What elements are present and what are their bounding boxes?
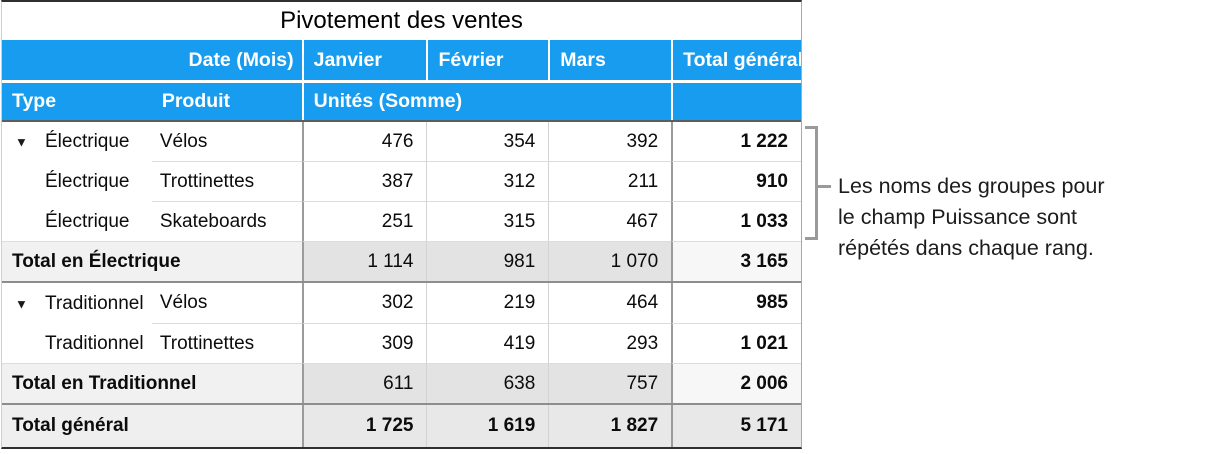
- table-row-total-general: Total général 1 725 1 619 1 827 5 171: [2, 405, 801, 447]
- cell-janvier: 476: [301, 122, 427, 162]
- header-cell-fevrier: Février: [426, 40, 548, 80]
- table-row-traditionnel-trottinettes: Traditionnel Trottinettes 309 419 293 1 …: [2, 324, 801, 364]
- header-cell-type: Type: [12, 90, 57, 112]
- header-row-fields: Type Produit Unités (Somme): [2, 83, 801, 122]
- annotation-line: Les noms des groupes pour: [838, 174, 1105, 198]
- cell-produit: Vélos: [151, 283, 302, 324]
- cell-total: 1 033: [671, 202, 801, 242]
- header-cell-date-mois: Date (Mois): [188, 48, 294, 71]
- cell-total: 1 021: [671, 324, 801, 364]
- pivot-table: Pivotement des ventes Date (Mois) Janvie…: [1, 0, 802, 449]
- header-row-months: Date (Mois) Janvier Février Mars Total g…: [2, 40, 801, 80]
- cell-janvier: 309: [301, 324, 427, 364]
- cell-fevrier: 312: [426, 162, 549, 202]
- header-cell-mars: Mars: [548, 40, 671, 80]
- cell-mars: 464: [548, 283, 672, 324]
- cell-total: 2 006: [671, 364, 801, 403]
- header-divider: [2, 80, 801, 83]
- cell-type: ▼ Traditionnel: [2, 283, 152, 324]
- cell-mars: 1 070: [548, 242, 672, 281]
- cell-type: Électrique: [45, 171, 130, 192]
- cell-total: 910: [671, 162, 801, 202]
- cell-janvier: 251: [301, 202, 427, 242]
- annotation-line: répétés dans chaque rang.: [838, 236, 1094, 260]
- disclosure-triangle-icon[interactable]: ▼: [15, 296, 28, 311]
- cell-fevrier: 1 619: [426, 405, 549, 447]
- cell-janvier: 302: [301, 283, 427, 324]
- cell-mars: 757: [548, 364, 672, 403]
- cell-total-label: Total en Traditionnel: [2, 364, 302, 403]
- cell-total: 985: [671, 283, 801, 324]
- table-row-total-traditionnel: Total en Traditionnel 611 638 757 2 006: [2, 364, 801, 405]
- cell-total: 1 222: [671, 122, 801, 162]
- cell-produit: Skateboards: [151, 202, 302, 242]
- table-row-electrique-skateboards: Électrique Skateboards 251 315 467 1 033: [2, 202, 801, 242]
- table-row-total-electrique: Total en Électrique 1 114 981 1 070 3 16…: [2, 242, 801, 283]
- cell-total-label: Total général: [2, 405, 302, 447]
- table-row-electrique-velos: ▼ Électrique Vélos 476 354 392 1 222: [2, 122, 801, 162]
- bracket-top-cap: [805, 126, 818, 129]
- header-cell-produit: Produit: [161, 90, 231, 112]
- bracket-vertical-line: [815, 126, 818, 240]
- disclosure-triangle-icon[interactable]: ▼: [15, 134, 28, 150]
- cell-type: Traditionnel: [2, 324, 152, 364]
- bracket-bottom-cap: [805, 237, 818, 240]
- header-cell-janvier: Janvier: [301, 40, 427, 80]
- cell-fevrier: 638: [426, 364, 549, 403]
- cell-produit: Trottinettes: [151, 162, 302, 202]
- cell-fevrier: 419: [426, 324, 549, 364]
- annotation-line: le champ Puissance sont: [838, 205, 1078, 229]
- cell-mars: 211: [548, 162, 672, 202]
- cell-total-label: Total en Électrique: [2, 242, 302, 281]
- header-cell-empty: [671, 83, 801, 120]
- cell-type: ▼ Électrique: [2, 122, 152, 162]
- table-row-electrique-trottinettes: Électrique Trottinettes 387 312 211 910: [2, 162, 801, 202]
- cell-janvier: 611: [301, 364, 427, 403]
- cell-mars: 1 827: [548, 405, 672, 447]
- cell-mars: 392: [548, 122, 672, 162]
- type-label: Électrique: [45, 131, 130, 152]
- type-label: Traditionnel: [45, 292, 144, 314]
- bracket-connector-line: [818, 185, 831, 188]
- cell-fevrier: 315: [426, 202, 549, 242]
- cell-mars: 467: [548, 202, 672, 242]
- cell-produit: Vélos: [151, 122, 302, 162]
- cell-fevrier: 354: [426, 122, 549, 162]
- cell-fevrier: 981: [426, 242, 549, 281]
- cell-janvier: 1 114: [301, 242, 427, 281]
- cell-total: 5 171: [671, 405, 801, 447]
- cell-type: Électrique: [2, 202, 152, 242]
- header-cell-total-general: Total général: [671, 40, 801, 80]
- cell-mars: 293: [548, 324, 672, 364]
- cell-produit: Trottinettes: [151, 324, 302, 364]
- header-cell-unites-somme: Unités (Somme): [301, 83, 672, 120]
- cell-janvier: 1 725: [301, 405, 427, 447]
- cell-janvier: 387: [301, 162, 427, 202]
- annotation-text: Les noms des groupes pour le champ Puiss…: [838, 171, 1105, 264]
- table-title: Pivotement des ventes: [2, 2, 801, 40]
- cell-fevrier: 219: [426, 283, 549, 324]
- table-row-traditionnel-velos: ▼ Traditionnel Vélos 302 219 464 985: [2, 283, 801, 324]
- cell-total: 3 165: [671, 242, 801, 281]
